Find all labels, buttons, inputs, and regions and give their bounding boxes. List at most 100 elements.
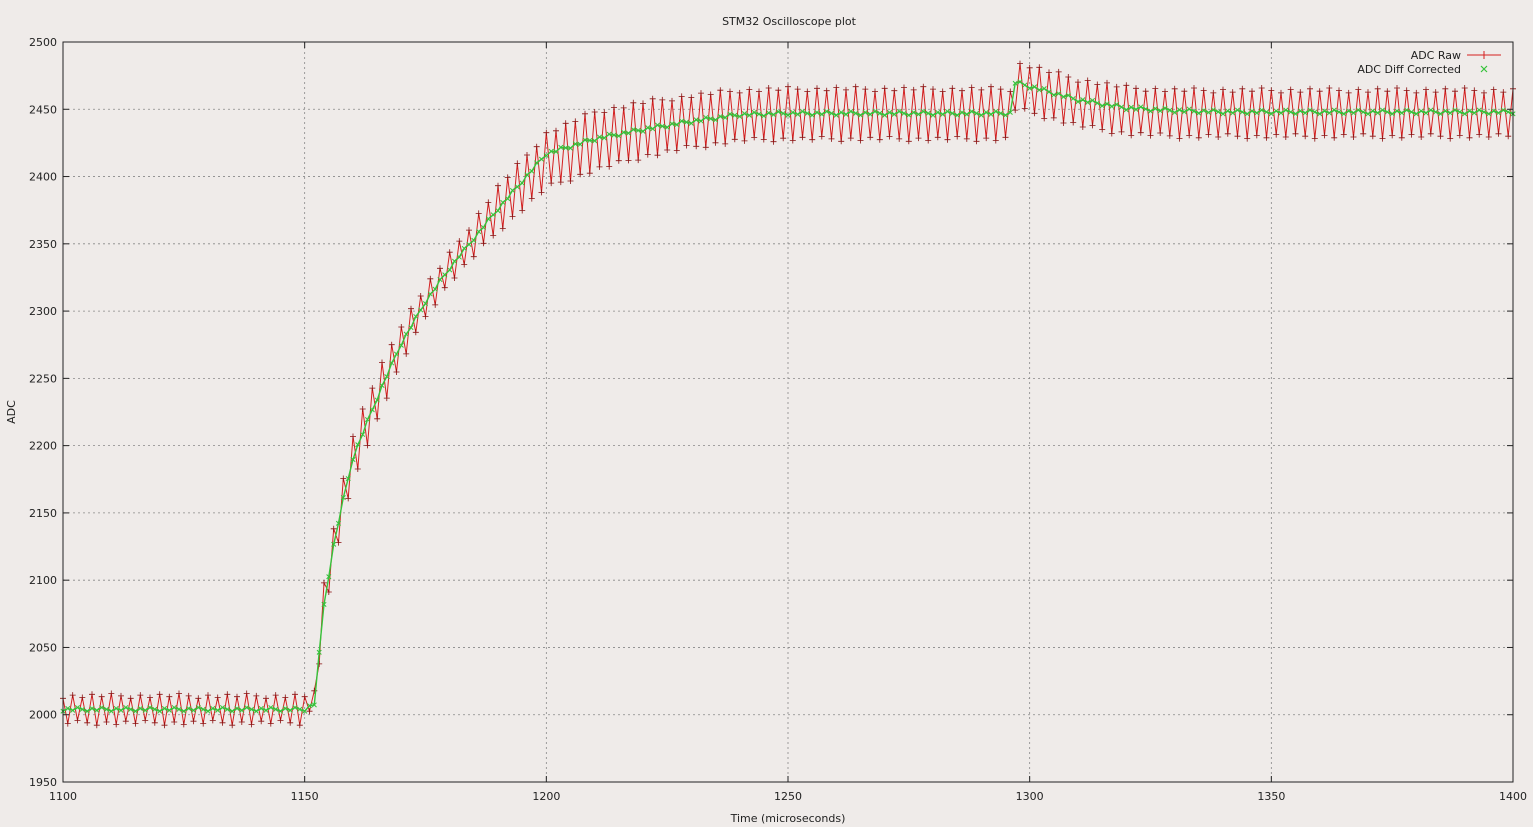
adc-raw-point: [234, 693, 240, 700]
adc-corrected-point: [195, 704, 201, 711]
adc-corrected-point: [70, 707, 76, 713]
adc-corrected-point: [1457, 109, 1463, 115]
adc-raw-point: [287, 719, 294, 726]
adc-corrected-point: [1022, 82, 1028, 88]
adc-corrected-point: [480, 224, 487, 231]
adc-raw-point: [161, 722, 168, 729]
adc-corrected-point: [674, 122, 680, 128]
adc-raw-point: [359, 406, 366, 412]
adc-corrected-point: [901, 110, 907, 116]
adc-raw-point: [910, 86, 917, 93]
adc-corrected-point: [1012, 80, 1018, 86]
adc-corrected-point: [205, 708, 211, 714]
adc-raw-point: [548, 180, 555, 187]
adc-corrected-point: [1476, 107, 1482, 113]
adc-corrected-point: [1437, 111, 1444, 117]
adc-corrected-point: [1065, 92, 1071, 98]
adc-corrected-point: [785, 112, 791, 118]
adc-raw-point: [1297, 89, 1304, 96]
adc-raw-point: [1133, 85, 1139, 92]
adc-corrected-point: [969, 108, 975, 114]
adc-corrected-point: [1413, 111, 1419, 117]
adc-raw-point: [156, 691, 163, 698]
adc-raw-point: [248, 721, 255, 728]
adc-corrected-point: [693, 117, 699, 123]
adc-corrected-point: [766, 110, 772, 116]
adc-raw-point: [214, 694, 221, 701]
adc-raw-point: [644, 151, 651, 158]
adc-corrected-point: [1147, 108, 1154, 114]
adc-raw-point: [751, 134, 758, 141]
adc-raw-point: [301, 693, 308, 700]
adc-raw-point: [171, 719, 178, 725]
adc-corrected-point: [891, 111, 897, 117]
adc-raw-point: [731, 136, 738, 143]
adc-raw-point: [804, 88, 811, 95]
adc-corrected-point: [886, 109, 893, 115]
adc-corrected-point: [543, 153, 549, 159]
adc-corrected-point: [1060, 94, 1067, 100]
adc-raw-point: [780, 135, 787, 142]
adc-raw-point: [461, 261, 468, 268]
adc-corrected-point: [471, 237, 477, 243]
adc-raw-point: [475, 210, 482, 217]
adc-corrected-point: [1254, 110, 1260, 116]
adc-raw-point: [306, 708, 313, 715]
adc-raw-point: [891, 87, 898, 94]
adc-raw-point: [205, 692, 211, 699]
adc-raw-point: [1418, 134, 1425, 140]
grid-lines: [63, 42, 1513, 782]
adc-raw-point: [292, 691, 298, 698]
adc-corrected-point: [1089, 97, 1096, 103]
y-tick-label: 2450: [29, 103, 57, 116]
adc-raw-point: [1278, 89, 1284, 96]
adc-raw-point: [1200, 87, 1207, 94]
adc-corrected-point: [379, 382, 385, 389]
adc-corrected-point: [553, 149, 559, 155]
adc-raw-point: [659, 96, 666, 103]
y-tick-label: 2100: [29, 574, 57, 587]
adc-corrected-point: [659, 123, 665, 129]
adc-raw-point: [775, 87, 782, 94]
x-tick-label: 1150: [291, 790, 319, 803]
adc-raw-point: [466, 227, 472, 234]
adc-raw-point: [451, 275, 458, 281]
adc-raw-point: [422, 313, 429, 320]
adc-corrected-point: [1278, 110, 1284, 116]
adc-corrected-point: [190, 707, 197, 713]
adc-corrected-point: [1307, 107, 1313, 113]
adc-raw-point: [1017, 60, 1023, 67]
adc-corrected-point: [1471, 110, 1477, 116]
adc-corrected-point: [1046, 89, 1052, 95]
adc-raw-point: [364, 442, 371, 449]
adc-raw-point: [630, 99, 637, 106]
adc-corrected-point: [1365, 111, 1371, 117]
adc-raw-point: [736, 89, 743, 96]
adc-corrected-point: [161, 705, 168, 711]
adc-raw-point: [615, 157, 622, 164]
adc-raw-point: [1118, 128, 1125, 135]
adc-corrected-point: [456, 254, 462, 260]
adc-raw-point: [1046, 69, 1052, 76]
adc-raw-point: [1273, 131, 1280, 138]
adc-corrected-point: [1128, 104, 1134, 110]
adc-corrected-point: [1481, 109, 1487, 115]
adc-corrected-point: [442, 272, 448, 278]
adc-raw-point: [1142, 88, 1149, 95]
legend-marker-adc-raw: [1480, 51, 1488, 59]
adc-raw-point: [1012, 107, 1019, 114]
adc-corrected-point: [418, 307, 424, 313]
adc-corrected-point: [1239, 109, 1245, 115]
adc-raw-point: [1147, 132, 1154, 139]
adc-raw-point: [572, 118, 579, 125]
adc-raw-point: [524, 152, 530, 158]
adc-raw-point: [794, 86, 801, 93]
adc-raw-point: [1292, 130, 1299, 137]
adc-raw-point: [374, 415, 381, 422]
adc-corrected-point: [857, 112, 864, 118]
adc-corrected-point: [1215, 109, 1221, 115]
adc-raw-point: [74, 717, 81, 724]
adc-raw-point: [1191, 85, 1197, 91]
adc-corrected-point: [1375, 110, 1381, 116]
adc-raw-point: [1239, 85, 1246, 92]
